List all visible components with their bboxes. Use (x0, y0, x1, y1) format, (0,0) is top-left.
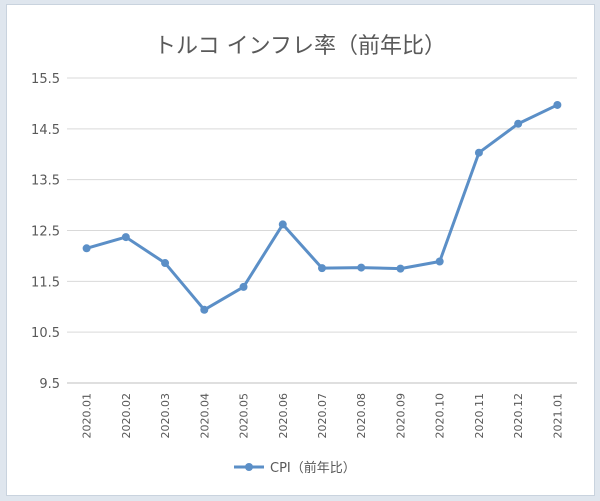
data-point (318, 264, 326, 273)
data-point (357, 263, 366, 272)
gridlines (67, 77, 577, 384)
data-point (82, 244, 91, 253)
x-tick-label: 2020.03 (159, 393, 172, 439)
y-tick-label: 14.5 (31, 123, 60, 138)
data-point (239, 282, 248, 291)
data-point (435, 257, 444, 266)
x-tick-label: 2020.09 (394, 393, 407, 439)
data-point (553, 100, 562, 109)
data-point (121, 233, 130, 242)
x-tick-label: 2020.10 (434, 393, 447, 439)
data-point (161, 259, 170, 268)
x-tick-label: 2020.12 (512, 393, 525, 439)
y-axis-ticks: 9.5 10.5 11.5 12.5 13.5 14.5 15.5 (31, 72, 60, 392)
y-tick-label: 12.5 (31, 225, 60, 240)
data-point (474, 148, 483, 157)
legend-swatch-marker (245, 463, 253, 471)
x-tick-label: 2020.06 (277, 393, 290, 439)
x-tick-label: 2020.02 (120, 393, 133, 439)
x-tick-label: 2020.05 (238, 393, 251, 439)
data-point (396, 264, 405, 273)
legend: CPI（前年比） (234, 460, 356, 476)
x-tick-label: 2020.04 (198, 393, 211, 439)
y-tick-label: 10.5 (31, 326, 60, 341)
y-tick-label: 13.5 (31, 174, 60, 189)
y-tick-label: 9.5 (39, 377, 60, 392)
data-point (514, 119, 523, 128)
data-point (278, 220, 287, 229)
series-line (86, 103, 559, 312)
legend-label: CPI（前年比） (270, 460, 356, 476)
x-tick-label: 2020.07 (316, 393, 329, 439)
x-tick-label: 2020.11 (473, 393, 486, 439)
y-tick-label: 15.5 (31, 72, 60, 87)
x-axis-ticks: 2020.01 2020.02 2020.03 2020.04 2020.05 2020.… (81, 393, 565, 439)
x-tick-label: 2021.01 (551, 393, 564, 439)
chart-title: トルコ インフレ率（前年比） (154, 34, 446, 59)
chart-frame (6, 4, 595, 496)
x-tick-label: 2020.01 (81, 393, 94, 439)
series-cpi (82, 100, 562, 314)
data-point (200, 305, 209, 314)
y-tick-label: 11.5 (31, 275, 60, 290)
x-tick-label: 2020.08 (355, 393, 368, 439)
